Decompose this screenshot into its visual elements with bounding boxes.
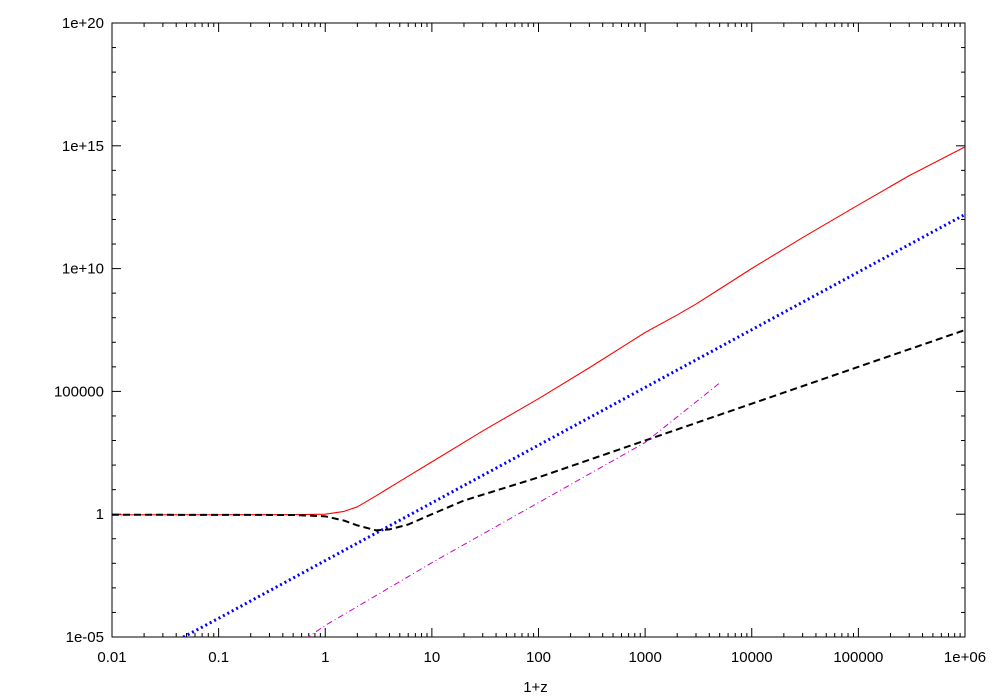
y-tick-label: 1e+15 — [62, 138, 104, 155]
x-tick-label: 0.01 — [97, 649, 126, 666]
y-tick-label: 100000 — [54, 383, 104, 400]
series-line-0 — [112, 146, 965, 516]
axis-ticks — [111, 22, 966, 638]
x-tick-label: 1e+06 — [944, 649, 986, 666]
x-tick-label: 10000 — [731, 649, 773, 666]
x-tick-label: 1 — [321, 649, 329, 666]
plot-frame — [111, 22, 966, 638]
y-tick-label: 1e+20 — [62, 15, 104, 32]
axis-tick-labels: 0.01 0.1 1 10 100 1000 10000 100000 1e+06 1e-05 1 1… — [54, 15, 986, 666]
x-tick-label: 1000 — [628, 649, 661, 666]
y-tick-label: 1e-05 — [66, 629, 104, 646]
x-tick-label: 100 — [526, 649, 551, 666]
y-tick-label: 1 — [96, 506, 104, 523]
series-line-3 — [307, 382, 720, 637]
x-axis-title: 1+z — [523, 679, 548, 696]
x-tick-label: 100000 — [833, 649, 883, 666]
x-tick-label: 0.1 — [208, 649, 229, 666]
y-tick-label: 1e+10 — [62, 261, 104, 278]
series-layer — [112, 146, 965, 637]
series-line-2 — [112, 329, 965, 532]
x-tick-label: 10 — [424, 649, 441, 666]
series-line-1 — [180, 213, 965, 637]
